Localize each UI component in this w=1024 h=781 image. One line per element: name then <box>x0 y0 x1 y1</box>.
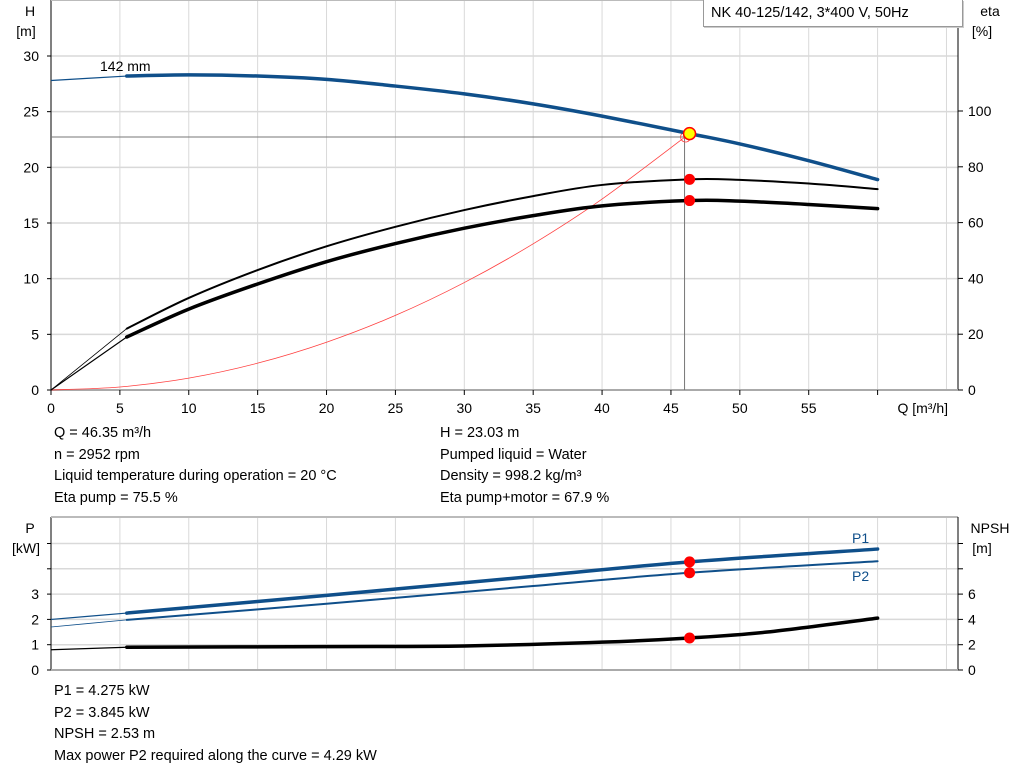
p2-label: P2 <box>852 568 869 584</box>
y-left-unit: [kW] <box>12 540 40 556</box>
x-tick-label: 40 <box>594 400 610 416</box>
head-value: H = 23.03 m <box>440 425 520 441</box>
x-tick-label: 35 <box>525 400 541 416</box>
p1-label: P1 <box>852 530 869 546</box>
x-tick-label: 0 <box>47 400 55 416</box>
duty-info-right: H = 23.03 m Pumped liquid = Water Densit… <box>440 423 609 509</box>
p2-value: P2 = 3.845 kW <box>54 704 150 721</box>
y-right-tick-label: 6 <box>968 586 976 602</box>
x-tick-label: 10 <box>181 400 197 416</box>
y-left-tick-label: 15 <box>23 215 39 231</box>
eta-pump-marker <box>684 173 696 185</box>
x-tick-label: 15 <box>250 400 266 416</box>
pump-title: NK 40-125/142, 3*400 V, 50Hz <box>703 0 963 27</box>
density-value: Density = 998.2 kg/m³ <box>440 468 582 484</box>
y-left-tick-label: 10 <box>23 271 39 287</box>
y-left-label: P <box>25 520 34 536</box>
y-left-tick-label: 5 <box>31 326 39 342</box>
x-tick-label: 55 <box>801 400 817 416</box>
eta-pump-curve <box>125 177 879 330</box>
x-tick-label: 25 <box>388 400 404 416</box>
system-curve <box>50 133 690 391</box>
eta-pump-motor-curve-extension <box>50 336 128 391</box>
npsh-curve <box>125 616 880 649</box>
y-left-unit: [m] <box>16 23 35 39</box>
y-right-tick-label: 20 <box>968 326 984 342</box>
y-right-tick-label: 4 <box>968 611 976 627</box>
x-axis-label: Q [m³/h] <box>897 400 948 416</box>
eta-pump-motor-curve <box>125 198 880 339</box>
p2-marker <box>684 567 696 579</box>
eta-pump-value: Eta pump = 75.5 % <box>54 489 178 506</box>
y-left-tick-label: 0 <box>31 662 39 678</box>
y-right-tick-label: 0 <box>968 382 976 398</box>
eta-pump-curve-extension <box>50 328 128 391</box>
y-left-tick-label: 1 <box>31 637 39 653</box>
y-left-tick-label: 30 <box>23 48 39 64</box>
y-right-tick-label: 0 <box>968 662 976 678</box>
flow-value: Q = 46.35 m³/h <box>54 425 152 441</box>
y-left-label: H <box>25 3 35 19</box>
liquid-temperature-value: Liquid temperature during operation = 20… <box>54 468 337 484</box>
y-right-label: eta <box>980 3 1000 19</box>
npsh-value: NPSH = 2.53 m <box>54 726 156 742</box>
x-tick-label: 30 <box>457 400 473 416</box>
y-right-tick-label: 2 <box>968 637 976 653</box>
duty-info-left: Q = 46.35 m³/h n = 2952 rpm Liquid tempe… <box>54 423 337 509</box>
p1-marker <box>684 556 696 568</box>
y-left-tick-label: 0 <box>31 382 39 398</box>
y-right-tick-label: 40 <box>968 270 984 286</box>
p2-curve-extension <box>50 619 127 628</box>
y-right-tick-label: 100 <box>968 103 992 119</box>
p1-curve-extension <box>50 612 127 620</box>
max-power-value: Max power P2 required along the curve = … <box>54 747 377 764</box>
y-right-tick-label: 60 <box>968 215 984 231</box>
speed-value: n = 2952 rpm <box>54 446 140 463</box>
pumped-liquid-value: Pumped liquid = Water <box>440 446 587 463</box>
x-tick-label: 5 <box>116 400 124 416</box>
p2-curve <box>125 560 879 621</box>
power-info: P1 = 4.275 kW P2 = 3.845 kW NPSH = 2.53 … <box>54 681 377 767</box>
p1-curve <box>125 547 880 615</box>
npsh-marker <box>684 632 696 644</box>
eta-pump-motor-value: Eta pump+motor = 67.9 % <box>440 489 610 506</box>
npsh-curve-extension <box>50 646 127 651</box>
y-left-tick-label: 20 <box>23 159 39 175</box>
y-left-tick-label: 25 <box>23 104 39 120</box>
y-right-unit: [m] <box>972 540 991 556</box>
y-right-tick-label: 80 <box>968 159 984 175</box>
p1-value: P1 = 4.275 kW <box>54 683 150 699</box>
y-left-tick-label: 3 <box>31 586 39 602</box>
y-right-unit: [%] <box>972 23 992 39</box>
eta-pump-motor-marker <box>684 195 696 207</box>
y-right-label: NPSH <box>971 520 1010 536</box>
x-tick-label: 20 <box>319 400 335 416</box>
x-tick-label: 50 <box>732 400 748 416</box>
y-left-tick-label: 2 <box>31 611 39 627</box>
x-tick-label: 45 <box>663 400 679 416</box>
duty-point-marker <box>682 126 697 141</box>
head-curve-extension <box>50 75 127 82</box>
head-curve <box>125 73 880 182</box>
curve-label: 142 mm <box>100 58 151 74</box>
